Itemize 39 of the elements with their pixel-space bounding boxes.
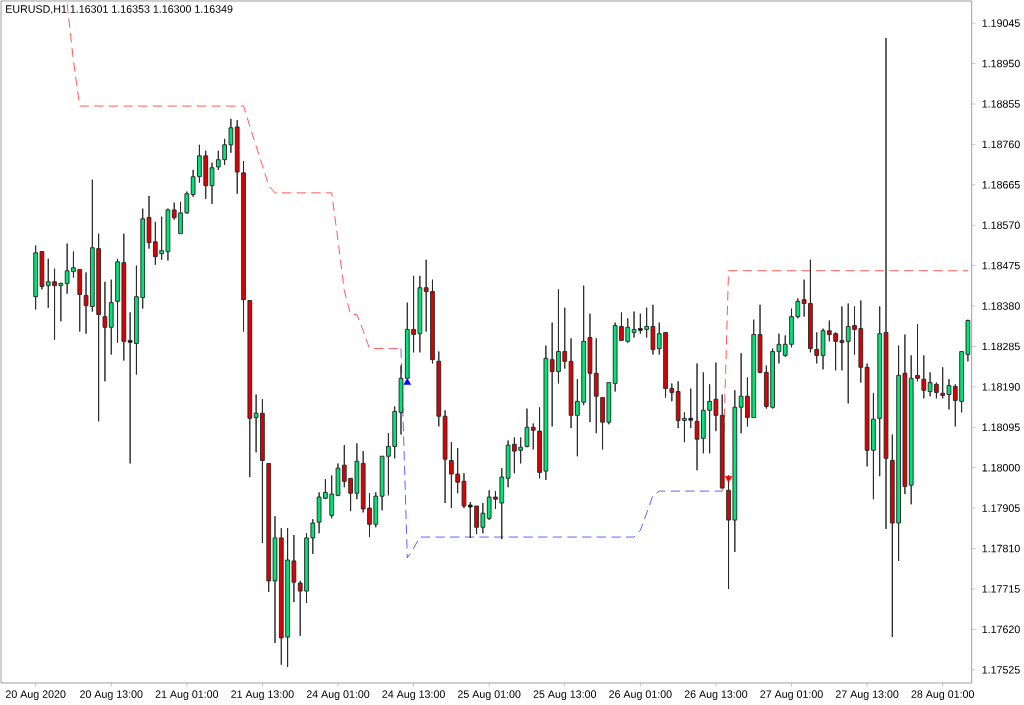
x-tick-label: 25 Aug 01:00: [457, 690, 521, 701]
x-tick-label: 20 Aug 13:00: [80, 690, 143, 701]
y-tick-label: 1.17810: [982, 544, 1020, 553]
y-tick-label: 1.17715: [982, 585, 1020, 593]
candlestick: [436, 351, 442, 427]
candlestick: [921, 354, 927, 399]
y-tick-label: 1.18475: [982, 261, 1020, 270]
y-tick-label: 1.18950: [982, 59, 1020, 68]
x-tick-label: 20 Aug 2020: [5, 690, 66, 701]
y-tick-label: 1.18665: [982, 181, 1020, 189]
x-tick-label: 27 Aug 13:00: [835, 690, 899, 701]
candlestick: [247, 300, 253, 478]
y-tick-label: 1.18095: [982, 423, 1020, 432]
y-tick-label: 1.18380: [982, 302, 1020, 310]
y-tick-label: 1.18570: [982, 221, 1020, 229]
candlestick: [719, 394, 725, 489]
y-tick-label: 1.18285: [982, 342, 1020, 351]
candlestick: [108, 279, 114, 355]
y-tick-label: 1.19045: [982, 19, 1020, 27]
x-tick-label: 24 Aug 01:00: [306, 690, 370, 701]
x-tick-label: 25 Aug 13:00: [533, 690, 597, 701]
y-tick-label: 1.17905: [982, 504, 1020, 512]
y-tick-label: 1.18760: [982, 140, 1020, 149]
candlestick: [102, 281, 108, 382]
x-tick-label: 21 Aug 01:00: [155, 690, 219, 701]
x-tick-label: 26 Aug 01:00: [609, 690, 672, 701]
y-tick-label: 1.18190: [982, 383, 1020, 391]
x-tick-label: 21 Aug 13:00: [231, 690, 294, 701]
x-tick-label: 26 Aug 13:00: [684, 690, 748, 701]
y-tick-label: 1.17525: [982, 666, 1020, 674]
candlestick: [442, 409, 448, 504]
x-tick-label: 24 Aug 13:00: [382, 690, 445, 701]
y-tick-label: 1.18855: [982, 100, 1020, 108]
candlestick: [593, 337, 599, 434]
chart-title: EURUSD,H1 1.16301 1.16353 1.16300 1.16349: [6, 5, 233, 15]
x-tick-label: 27 Aug 01:00: [760, 690, 823, 701]
y-tick-label: 1.18000: [982, 463, 1020, 472]
y-tick-label: 1.17620: [982, 625, 1020, 634]
x-tick-label: 28 Aug 01:00: [911, 690, 974, 701]
